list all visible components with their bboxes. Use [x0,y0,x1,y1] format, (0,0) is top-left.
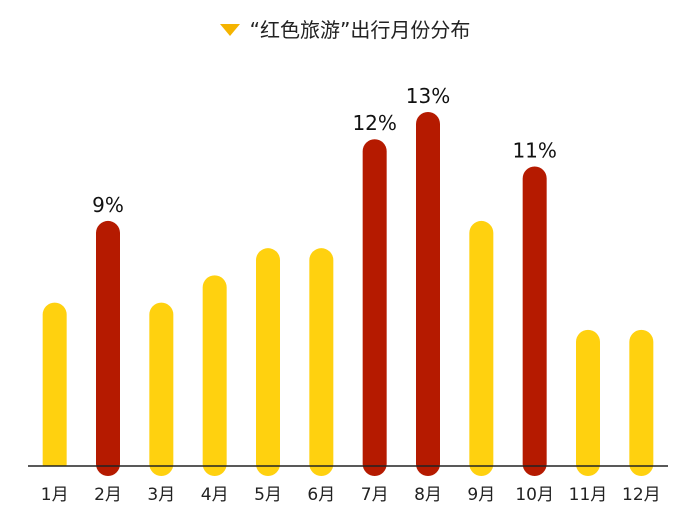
tick-label-2月: 2月 [94,485,122,505]
tick-label-11月: 11月 [569,485,608,505]
legend-triangle-icon [219,23,240,36]
tick-label-8月: 8月 [414,485,442,505]
legend-label: “红色旅游”出行月份分布 [249,18,471,42]
tick-label-5月: 5月 [254,485,282,505]
tick-label-4月: 4月 [201,485,229,505]
bar-7月 [362,139,387,476]
data-label-7月: 12% [352,111,396,135]
bar-10月 [522,166,547,476]
bar-2月 [96,220,120,476]
tick-label-9月: 9月 [467,485,495,505]
data-label-10月: 11% [512,138,556,162]
bar-3月 [149,302,174,476]
baseline-mask [0,466,690,480]
bar-6月 [309,248,334,476]
bar-5月 [256,248,280,476]
data-label-2月: 9% [92,193,124,217]
tick-label-6月: 6月 [307,485,335,505]
tick-label-7月: 7月 [361,485,389,505]
tick-label-10月: 10月 [515,485,554,505]
data-label-8月: 13% [406,84,450,108]
tick-label-3月: 3月 [147,485,175,505]
bar-12月 [629,329,654,476]
bar-4月 [202,275,227,476]
bar-1月 [42,302,67,476]
bar-11月 [576,329,600,476]
bar-8月 [416,112,440,476]
legend: “红色旅游”出行月份分布 [0,14,690,43]
tick-label-1月: 1月 [41,485,69,505]
tick-label-12月: 12月 [622,485,661,505]
bar-9月 [469,220,494,476]
